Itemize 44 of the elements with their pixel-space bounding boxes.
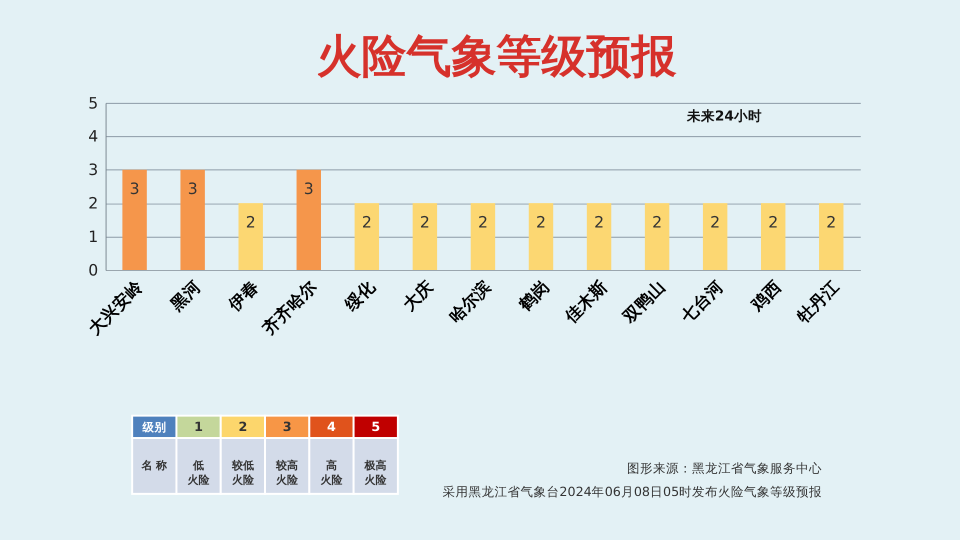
data-label: 2	[238, 418, 248, 434]
data-label: 3	[282, 418, 292, 434]
data-label: 2	[246, 212, 256, 232]
x-tick-label: 七台河	[676, 276, 727, 327]
data-label: 2	[420, 212, 430, 232]
x-tick-label: 极高火险	[364, 458, 388, 487]
data-label: 4	[327, 418, 336, 434]
x-tick-label: 鸡西	[746, 276, 786, 315]
text: 采用黑龙江省气象台2024年06月08日05时发布火险气象等级预报	[442, 484, 822, 499]
annotation: 未来24小时	[686, 108, 762, 124]
x-tick-label: 鹤岗	[514, 276, 553, 315]
x-tick-label: 牡丹江	[792, 276, 844, 327]
y-tick-label: 1	[88, 226, 98, 246]
y-tick-label: 级别	[141, 420, 166, 434]
data-label: 2	[652, 212, 662, 232]
x-tick-label: 低火险	[188, 458, 211, 487]
data-label: 2	[536, 212, 546, 232]
data-label: 5	[371, 418, 380, 434]
x-tick-label: 佳木斯	[560, 276, 611, 327]
data-label: 2	[594, 212, 604, 232]
x-tick-label: 哈尔滨	[445, 276, 495, 326]
x-axis-title: 名 称	[140, 458, 168, 472]
data-label: 2	[768, 212, 778, 232]
data-label: 3	[188, 179, 198, 198]
x-tick-label: 高火险	[320, 458, 344, 487]
x-tick-label: 大庆	[399, 276, 437, 314]
data-label: 3	[130, 179, 140, 198]
x-tick-label: 绥化	[340, 276, 380, 315]
data-label: 2	[710, 212, 720, 232]
x-tick-label: 黑河	[166, 276, 204, 315]
y-tick-label: 3	[88, 160, 98, 180]
y-tick-label: 4	[88, 126, 98, 146]
x-tick-label: 较高火险	[275, 458, 300, 487]
data-label: 1	[194, 418, 203, 434]
text: 图形来源：黑龙江省气象服务中心	[627, 460, 822, 476]
chart-title: 火险气象等级预报	[314, 30, 678, 83]
y-tick-label: 2	[88, 194, 98, 213]
data-label: 3	[304, 179, 314, 198]
x-tick-label: 双鸭山	[618, 276, 669, 327]
y-tick-label: 5	[88, 93, 98, 112]
data-label: 2	[826, 212, 836, 232]
data-label: 2	[478, 212, 488, 232]
data-label: 2	[362, 212, 372, 232]
x-tick-label: 较低火险	[230, 458, 255, 487]
